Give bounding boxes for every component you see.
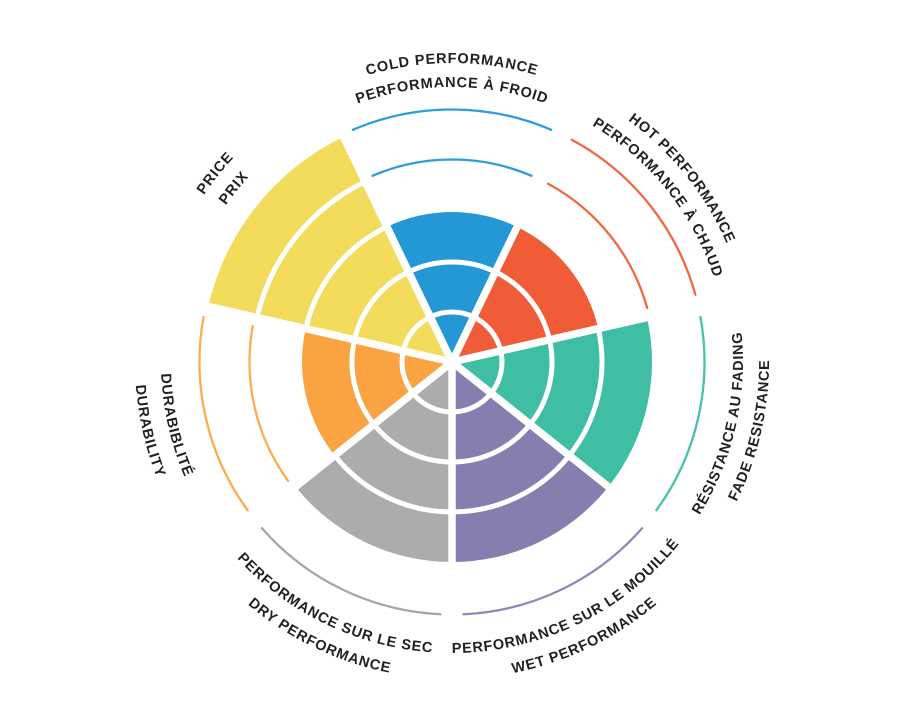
hot-performance-label-en: HOT PERFORMANCE [626, 111, 738, 246]
price-ring-separator [303, 224, 389, 330]
price-ring-separator [352, 269, 410, 341]
fade-resistance-ring-separator [528, 339, 555, 426]
fade-resistance-scale-arc-ring-5 [655, 315, 706, 512]
sector-separator-line [449, 359, 653, 523]
price-ring-separator [254, 179, 367, 319]
wet-performance-scale-arc-ring-5 [462, 527, 644, 616]
wet-performance-wedge [452, 362, 609, 562]
durability-ring-separator [349, 339, 376, 426]
sector-separator-line [448, 132, 566, 364]
dry-performance-ring-separator [371, 422, 453, 465]
dry-performance-wedge [295, 362, 452, 562]
dry-performance-scale-arc-ring-5 [260, 527, 442, 616]
cold-performance-label-fr: PERFORMANCE À FROID [354, 75, 551, 107]
hot-performance-scale-arc-ring-4 [546, 182, 649, 310]
cold-performance-ring-separator [407, 259, 497, 275]
hot-performance-scale-arc-ring-5 [570, 138, 697, 296]
durability-scale-arc-ring-4 [248, 324, 290, 483]
fade-resistance-ring-separator [567, 328, 605, 458]
wet-performance-ring-separator [451, 422, 533, 465]
cold-performance-wedge [386, 211, 518, 362]
durability-scale-arc-ring-5 [198, 315, 249, 512]
wet-performance-ring-separator [451, 453, 572, 515]
sector-separator-line [204, 302, 453, 366]
cold-performance-label-en: COLD PERFORMANCE [364, 51, 540, 79]
sector-separator-line [451, 302, 700, 366]
sector-separator-line [251, 359, 455, 523]
durability-wedge [302, 328, 452, 456]
cold-performance-scale-arc-ring-4 [371, 158, 533, 177]
cold-performance-scale-arc-ring-5 [351, 108, 553, 131]
hot-performance-ring-separator [494, 269, 552, 341]
price-wedge [208, 136, 452, 362]
dry-performance-ring-separator [332, 453, 453, 515]
sector-separator-line [338, 132, 456, 364]
